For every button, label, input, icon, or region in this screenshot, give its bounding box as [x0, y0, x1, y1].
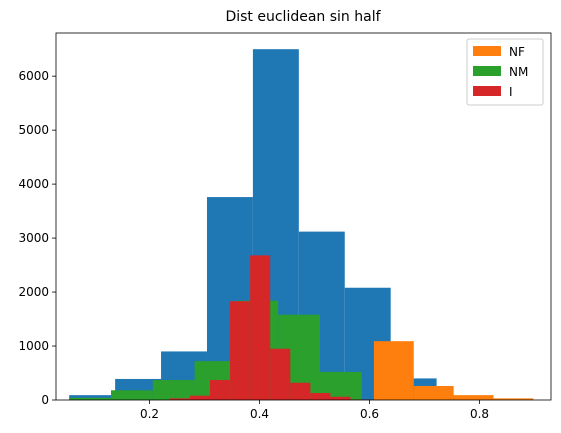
- y-tick-label: 6000: [18, 69, 49, 83]
- histogram-bar: [453, 395, 494, 400]
- histogram-bar: [152, 380, 195, 400]
- histogram-bar: [330, 396, 351, 400]
- histogram-bar: [373, 341, 414, 400]
- histogram-bar: [189, 395, 210, 400]
- histogram-bar: [290, 382, 311, 400]
- y-tick-label: 2000: [18, 285, 49, 299]
- legend: NF NM I: [466, 38, 544, 106]
- x-tick-label: 0.6: [360, 407, 379, 421]
- legend-label: NF: [509, 45, 525, 59]
- histogram-bar: [230, 301, 251, 400]
- histogram-bar: [169, 398, 190, 400]
- y-tick-label: 1000: [18, 339, 49, 353]
- plot-frame: [55, 32, 552, 401]
- legend-label: I: [509, 85, 513, 99]
- histogram-bar: [413, 385, 454, 400]
- chart-title: Dist euclidean sin half: [225, 9, 381, 25]
- histogram-bar: [270, 348, 291, 400]
- y-tick-label: 4000: [18, 177, 49, 191]
- histogram-bar: [493, 398, 534, 400]
- histogram-bar: [250, 255, 271, 400]
- x-tick-label: 0.4: [250, 407, 269, 421]
- y-tick-label: 5000: [18, 123, 49, 137]
- legend-label: NM: [509, 65, 528, 79]
- legend-swatch: [473, 86, 501, 96]
- x-axis: 0.2 0.4 0.6 0.8: [140, 400, 489, 421]
- histogram-bar: [69, 397, 111, 400]
- y-tick-label: 3000: [18, 231, 49, 245]
- histogram-bar: [69, 395, 116, 400]
- y-axis: 0 1000 2000 3000 4000 5000 6000: [18, 69, 56, 407]
- legend-swatch: [473, 46, 501, 56]
- histogram-bar: [111, 390, 153, 400]
- x-tick-label: 0.2: [140, 407, 159, 421]
- histogram-bars: [69, 49, 534, 401]
- x-tick-label: 0.8: [470, 407, 489, 421]
- histogram-bar: [310, 392, 331, 400]
- histogram-bar: [210, 380, 231, 400]
- y-tick-label: 0: [41, 393, 49, 407]
- legend-swatch: [473, 66, 501, 76]
